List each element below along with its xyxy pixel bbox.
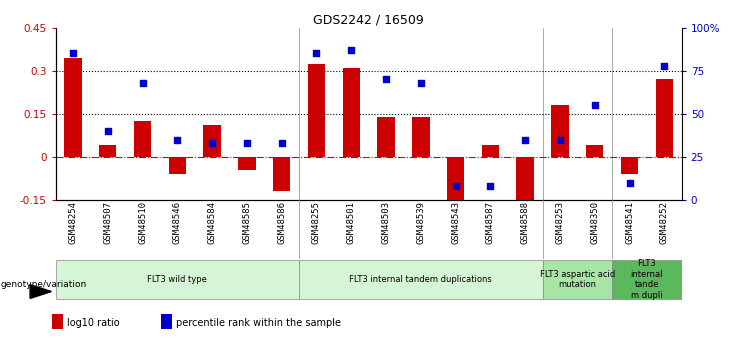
Point [554, 137, 566, 142]
Text: GSM48350: GSM48350 [591, 201, 599, 244]
Text: GSM48541: GSM48541 [625, 201, 634, 244]
Text: GSM48503: GSM48503 [382, 201, 391, 244]
Text: GSM48253: GSM48253 [556, 201, 565, 244]
Point [276, 140, 288, 146]
Bar [299, 259, 542, 299]
Title: GDS2242 / 16509: GDS2242 / 16509 [313, 13, 424, 27]
Point [450, 184, 462, 189]
Text: GSM48546: GSM48546 [173, 201, 182, 244]
Point [380, 77, 392, 82]
Text: GSM48510: GSM48510 [138, 201, 147, 244]
Text: percentile rank within the sample: percentile rank within the sample [176, 318, 342, 327]
Point [415, 80, 427, 86]
Text: GSM48588: GSM48588 [521, 201, 530, 244]
Point [67, 51, 79, 56]
Text: GSM48254: GSM48254 [68, 201, 78, 244]
Text: GSM48543: GSM48543 [451, 201, 460, 244]
Text: GSM48586: GSM48586 [277, 201, 286, 244]
Text: GSM48585: GSM48585 [242, 201, 251, 244]
Point [310, 51, 322, 56]
Text: genotype/variation: genotype/variation [1, 280, 87, 289]
Text: GSM48501: GSM48501 [347, 201, 356, 244]
Bar [412, 117, 430, 157]
Bar [56, 259, 299, 299]
Text: FLT3
internal
tande
m dupli: FLT3 internal tande m dupli [631, 259, 663, 299]
Bar [621, 157, 638, 174]
Point [206, 140, 218, 146]
Bar [238, 157, 256, 170]
Point [659, 63, 671, 68]
Bar [542, 259, 612, 299]
Point [519, 137, 531, 142]
Point [345, 47, 357, 53]
Text: GSM48539: GSM48539 [416, 201, 425, 244]
Bar [342, 68, 360, 157]
Bar [308, 63, 325, 157]
Bar [64, 58, 82, 157]
Bar [273, 157, 290, 191]
Text: GSM48587: GSM48587 [486, 201, 495, 244]
Bar [612, 259, 682, 299]
Point [624, 180, 636, 186]
Bar [482, 146, 499, 157]
Polygon shape [30, 285, 51, 298]
Point [171, 137, 183, 142]
Bar [161, 314, 172, 329]
Point [485, 184, 496, 189]
Bar [551, 105, 568, 157]
Bar [447, 157, 465, 209]
Text: GSM48255: GSM48255 [312, 201, 321, 244]
Point [241, 140, 253, 146]
Bar [516, 157, 534, 201]
Bar [134, 121, 151, 157]
Text: log10 ratio: log10 ratio [67, 318, 120, 327]
Point [102, 128, 113, 134]
Text: FLT3 wild type: FLT3 wild type [147, 275, 207, 284]
Bar [377, 117, 395, 157]
Text: FLT3 internal tandem duplications: FLT3 internal tandem duplications [350, 275, 492, 284]
Text: GSM48252: GSM48252 [659, 201, 669, 244]
Text: GSM48584: GSM48584 [207, 201, 216, 244]
Point [136, 80, 148, 86]
Bar [204, 125, 221, 157]
Bar [586, 146, 603, 157]
Bar [99, 146, 116, 157]
Point [589, 102, 601, 108]
Bar [169, 157, 186, 174]
Text: GSM48507: GSM48507 [103, 201, 112, 244]
Bar [656, 79, 673, 157]
Text: FLT3 aspartic acid
mutation: FLT3 aspartic acid mutation [539, 270, 615, 289]
Bar [52, 314, 63, 329]
